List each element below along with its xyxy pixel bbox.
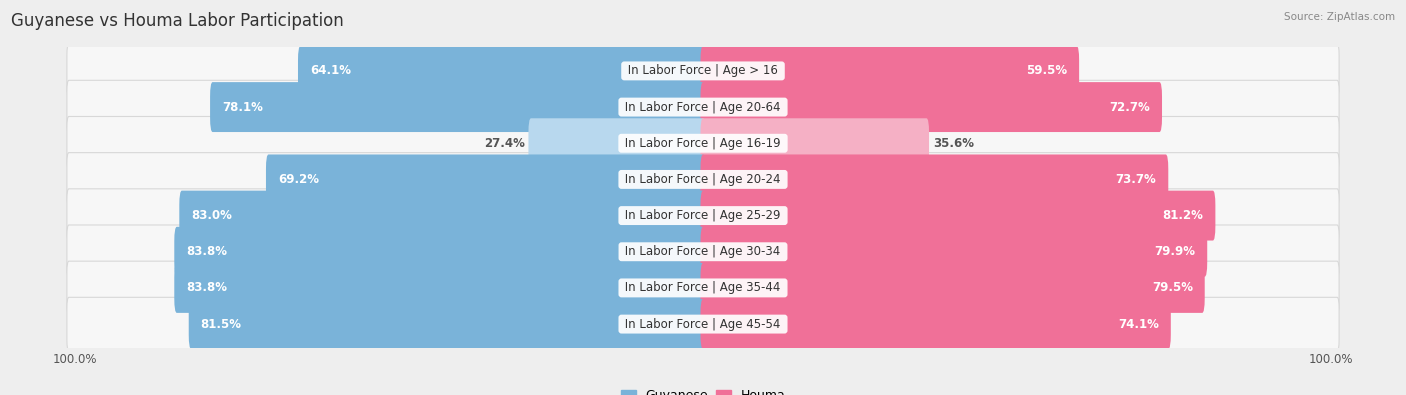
FancyBboxPatch shape — [67, 80, 1339, 134]
Text: 81.2%: 81.2% — [1163, 209, 1204, 222]
FancyBboxPatch shape — [700, 82, 1161, 132]
FancyBboxPatch shape — [67, 189, 1339, 243]
Text: 64.1%: 64.1% — [309, 64, 352, 77]
FancyBboxPatch shape — [188, 299, 706, 349]
FancyBboxPatch shape — [209, 82, 706, 132]
Text: 72.7%: 72.7% — [1109, 101, 1150, 114]
Text: In Labor Force | Age 20-24: In Labor Force | Age 20-24 — [621, 173, 785, 186]
Legend: Guyanese, Houma: Guyanese, Houma — [616, 384, 790, 395]
FancyBboxPatch shape — [67, 152, 1339, 206]
FancyBboxPatch shape — [298, 46, 706, 96]
Text: In Labor Force | Age 45-54: In Labor Force | Age 45-54 — [621, 318, 785, 331]
Text: 35.6%: 35.6% — [932, 137, 974, 150]
FancyBboxPatch shape — [700, 299, 1171, 349]
FancyBboxPatch shape — [700, 263, 1205, 313]
Text: 83.8%: 83.8% — [186, 281, 228, 294]
FancyBboxPatch shape — [67, 297, 1339, 351]
Text: 83.8%: 83.8% — [186, 245, 228, 258]
Text: 83.0%: 83.0% — [191, 209, 232, 222]
FancyBboxPatch shape — [180, 191, 706, 241]
Text: In Labor Force | Age > 16: In Labor Force | Age > 16 — [624, 64, 782, 77]
FancyBboxPatch shape — [67, 44, 1339, 98]
Text: In Labor Force | Age 25-29: In Labor Force | Age 25-29 — [621, 209, 785, 222]
FancyBboxPatch shape — [174, 227, 706, 277]
Text: Source: ZipAtlas.com: Source: ZipAtlas.com — [1284, 12, 1395, 22]
FancyBboxPatch shape — [700, 191, 1215, 241]
Text: In Labor Force | Age 30-34: In Labor Force | Age 30-34 — [621, 245, 785, 258]
FancyBboxPatch shape — [67, 225, 1339, 278]
FancyBboxPatch shape — [700, 46, 1080, 96]
FancyBboxPatch shape — [529, 118, 706, 168]
FancyBboxPatch shape — [174, 263, 706, 313]
FancyBboxPatch shape — [700, 118, 929, 168]
Text: 73.7%: 73.7% — [1115, 173, 1156, 186]
Text: In Labor Force | Age 20-64: In Labor Force | Age 20-64 — [621, 101, 785, 114]
FancyBboxPatch shape — [700, 227, 1208, 277]
Text: 79.5%: 79.5% — [1152, 281, 1192, 294]
Text: In Labor Force | Age 16-19: In Labor Force | Age 16-19 — [621, 137, 785, 150]
FancyBboxPatch shape — [67, 261, 1339, 315]
Text: 69.2%: 69.2% — [278, 173, 319, 186]
Text: 59.5%: 59.5% — [1026, 64, 1067, 77]
Text: 74.1%: 74.1% — [1118, 318, 1159, 331]
Text: 78.1%: 78.1% — [222, 101, 263, 114]
Text: In Labor Force | Age 35-44: In Labor Force | Age 35-44 — [621, 281, 785, 294]
FancyBboxPatch shape — [266, 154, 706, 204]
Text: Guyanese vs Houma Labor Participation: Guyanese vs Houma Labor Participation — [11, 12, 344, 30]
FancyBboxPatch shape — [67, 117, 1339, 170]
Text: 27.4%: 27.4% — [484, 137, 524, 150]
Text: 79.9%: 79.9% — [1154, 245, 1195, 258]
Text: 81.5%: 81.5% — [201, 318, 242, 331]
FancyBboxPatch shape — [700, 154, 1168, 204]
